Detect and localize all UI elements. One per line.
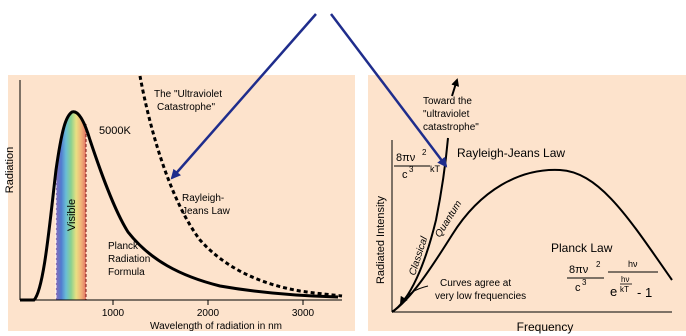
planck-label-line1: Planck bbox=[108, 241, 139, 252]
planck-formula-denominator: c bbox=[575, 282, 581, 294]
agree-label-line1: Curves agree at bbox=[440, 278, 511, 289]
uv-catastrophe-label-line2: Catastrophe" bbox=[157, 102, 215, 113]
planck-formula-exp-numerator: hν bbox=[621, 275, 629, 284]
planck-formula-minus-one: - 1 bbox=[637, 285, 652, 300]
left-x-axis-label: Wavelength of radiation in nm bbox=[150, 321, 282, 332]
planck-radiation-curve bbox=[20, 110, 339, 302]
rj-formula-numerator: 8πν bbox=[396, 152, 416, 164]
low-frequency-callout-arrow bbox=[399, 285, 429, 305]
planck-law-formula: 8πν 2 c 3 hν e hν kT - 1 bbox=[567, 259, 658, 300]
rj-formula-numerator-exponent: 2 bbox=[422, 148, 427, 157]
toward-label-line3: catastrophe" bbox=[423, 122, 479, 133]
rayleigh-jeans-formula: 8πν 2 c 3 kT bbox=[394, 148, 441, 181]
rayleigh-jeans-label-line2: Jeans Law bbox=[182, 206, 231, 217]
left-x-tick-label-2000: 2000 bbox=[197, 308, 220, 319]
visible-label: Visible bbox=[66, 199, 78, 231]
visible-spectrum-band bbox=[56, 112, 86, 300]
planck-label-line3: Formula bbox=[108, 267, 145, 278]
planck-formula-hv-numerator: hν bbox=[628, 259, 638, 269]
left-x-tick-label-3000: 3000 bbox=[292, 308, 315, 319]
planck-formula-numerator: 8πν bbox=[569, 264, 589, 276]
planck-formula-denominator-exponent: 3 bbox=[582, 278, 587, 287]
temperature-label: 5000K bbox=[99, 125, 131, 137]
left-x-tick-label-1000: 1000 bbox=[102, 308, 125, 319]
right-panel: Radiated Intensity Frequency Toward the … bbox=[368, 75, 686, 334]
planck-label-line2: Radiation bbox=[108, 254, 150, 265]
pointer-arrows bbox=[170, 13, 448, 180]
planck-law-title: Planck Law bbox=[551, 241, 613, 255]
rj-formula-denominator: c bbox=[402, 169, 408, 181]
planck-law-curve bbox=[391, 168, 673, 313]
agree-label-line2: very low frequencies bbox=[435, 291, 526, 302]
right-y-axis-label: Radiated Intensity bbox=[375, 195, 387, 284]
arrow-to-right-curve bbox=[330, 13, 448, 168]
toward-label-line2: "ultraviolet bbox=[423, 109, 470, 120]
rj-formula-denominator-exponent: 3 bbox=[409, 165, 414, 174]
right-x-axis-label: Frequency bbox=[517, 320, 574, 334]
rayleigh-jeans-title: Rayleigh-Jeans Law bbox=[457, 146, 565, 160]
planck-formula-exp-denominator: kT bbox=[620, 285, 629, 294]
left-y-axis-label: Radiation bbox=[4, 147, 16, 193]
left-panel: Radiation Visible 5000K The "Ultraviolet… bbox=[4, 75, 355, 332]
arrow-to-left-curve bbox=[170, 13, 317, 180]
rj-formula-kt: kT bbox=[430, 164, 441, 174]
planck-formula-e: e bbox=[610, 284, 617, 299]
toward-uv-arrow bbox=[451, 78, 460, 97]
rayleigh-jeans-label-line1: Rayleigh- bbox=[182, 193, 224, 204]
planck-formula-numerator-exponent: 2 bbox=[596, 260, 601, 269]
toward-label-line1: Toward the bbox=[423, 96, 472, 107]
uv-catastrophe-label-line1: The "Ultraviolet bbox=[154, 89, 222, 100]
rayleigh-jeans-dotted-curve bbox=[138, 75, 343, 298]
